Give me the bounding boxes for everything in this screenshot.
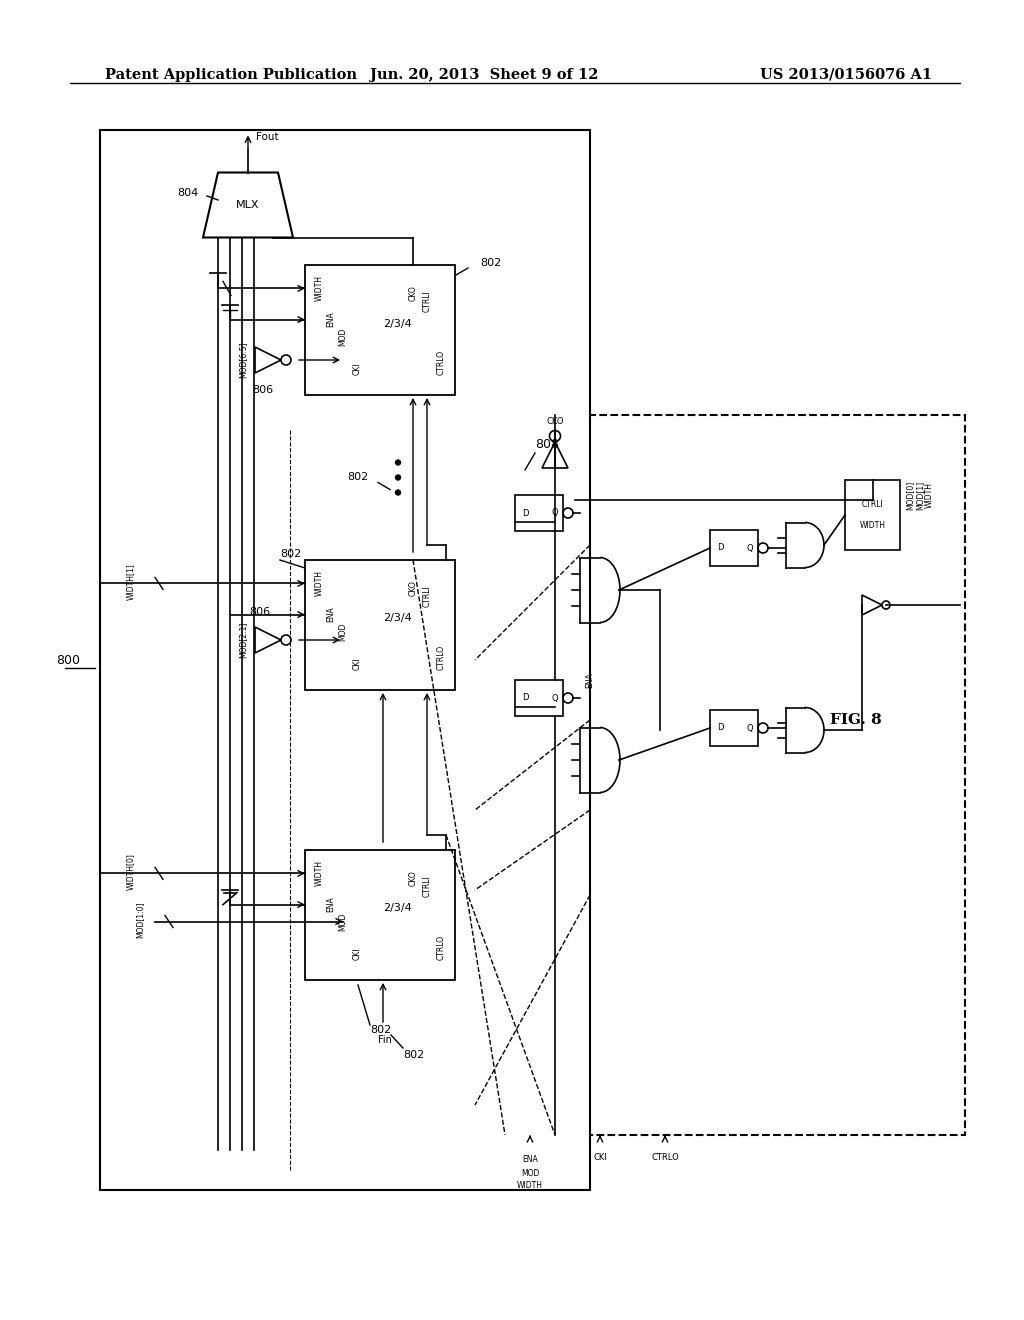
Text: 808: 808 xyxy=(535,438,559,451)
Text: D: D xyxy=(717,723,724,733)
Text: ENA: ENA xyxy=(327,312,336,327)
Text: 2/3/4: 2/3/4 xyxy=(384,318,413,329)
Text: MLX: MLX xyxy=(237,201,260,210)
Text: Jun. 20, 2013  Sheet 9 of 12: Jun. 20, 2013 Sheet 9 of 12 xyxy=(370,69,598,82)
Polygon shape xyxy=(203,173,293,238)
Text: CTRLO: CTRLO xyxy=(436,350,445,375)
Text: MOD[2:1]: MOD[2:1] xyxy=(239,622,248,659)
Text: CKO: CKO xyxy=(409,285,418,301)
Text: Q: Q xyxy=(746,544,753,553)
Text: 802: 802 xyxy=(370,1026,391,1035)
Bar xyxy=(305,560,455,690)
Text: MOD[1:0]: MOD[1:0] xyxy=(135,902,144,937)
Text: Fin: Fin xyxy=(378,1035,392,1045)
Circle shape xyxy=(395,459,400,465)
Text: Q: Q xyxy=(746,723,753,733)
Circle shape xyxy=(395,490,400,495)
Text: CTRLI: CTRLI xyxy=(423,875,431,898)
Text: WIDTH: WIDTH xyxy=(314,570,324,597)
Text: MOD: MOD xyxy=(521,1168,540,1177)
Text: 802: 802 xyxy=(403,1049,424,1060)
Text: D: D xyxy=(522,508,528,517)
Text: CTRLI: CTRLI xyxy=(423,290,431,313)
Bar xyxy=(515,495,563,531)
Text: 802: 802 xyxy=(347,473,368,483)
Text: WIDTH: WIDTH xyxy=(314,276,324,301)
Text: Q: Q xyxy=(551,508,558,517)
Text: 804: 804 xyxy=(177,187,198,198)
Text: US 2013/0156076 A1: US 2013/0156076 A1 xyxy=(760,69,932,82)
Text: CTRLO: CTRLO xyxy=(651,1152,679,1162)
Polygon shape xyxy=(862,595,882,615)
Text: CKI: CKI xyxy=(352,657,361,671)
Bar xyxy=(710,710,758,746)
Text: Patent Application Publication: Patent Application Publication xyxy=(105,69,357,82)
Text: MOD: MOD xyxy=(339,912,347,931)
Text: CKO: CKO xyxy=(546,417,564,426)
Text: MOD[0]: MOD[0] xyxy=(905,480,914,510)
Polygon shape xyxy=(255,347,281,374)
Text: Q: Q xyxy=(551,693,558,702)
Bar xyxy=(475,414,965,1135)
Text: 802: 802 xyxy=(480,257,502,268)
Text: WIDTH: WIDTH xyxy=(314,861,324,887)
Text: MOD: MOD xyxy=(339,622,347,640)
Text: 802: 802 xyxy=(280,549,301,558)
Text: WIDTH: WIDTH xyxy=(517,1180,543,1189)
Text: ENA: ENA xyxy=(586,672,595,688)
Text: 2/3/4: 2/3/4 xyxy=(384,903,413,913)
Text: CKI: CKI xyxy=(352,948,361,960)
Text: 2/3/4: 2/3/4 xyxy=(384,614,413,623)
Text: CKO: CKO xyxy=(409,871,418,887)
Polygon shape xyxy=(542,442,568,469)
Text: CTRLO: CTRLO xyxy=(436,645,445,671)
Bar xyxy=(710,531,758,566)
Text: FIG. 8: FIG. 8 xyxy=(830,713,882,727)
Text: CKI: CKI xyxy=(352,363,361,375)
Text: WIDTH: WIDTH xyxy=(925,482,934,508)
Text: CTRLO: CTRLO xyxy=(436,935,445,960)
Text: ENA: ENA xyxy=(327,607,336,623)
Text: Fout: Fout xyxy=(256,132,279,143)
Text: ENA: ENA xyxy=(522,1155,538,1164)
Text: CKO: CKO xyxy=(409,581,418,597)
Polygon shape xyxy=(255,627,281,653)
Bar xyxy=(100,129,590,1191)
Bar xyxy=(305,850,455,979)
Text: WIDTH[0]: WIDTH[0] xyxy=(126,853,134,890)
Bar xyxy=(515,680,563,715)
Text: MOD[1]: MOD[1] xyxy=(915,480,924,510)
Text: WIDTH: WIDTH xyxy=(859,521,886,531)
Text: D: D xyxy=(522,693,528,702)
Bar xyxy=(845,480,900,550)
Bar xyxy=(305,265,455,395)
Text: 800: 800 xyxy=(56,653,80,667)
Text: 806: 806 xyxy=(253,385,273,395)
Text: ENA: ENA xyxy=(327,896,336,912)
Text: MOD: MOD xyxy=(339,327,347,346)
Text: WIDTH[1]: WIDTH[1] xyxy=(126,564,134,599)
Text: CTRLI: CTRLI xyxy=(861,500,884,510)
Circle shape xyxy=(395,475,400,480)
Text: MOD[6:5]: MOD[6:5] xyxy=(239,342,248,379)
Text: CKI: CKI xyxy=(593,1152,607,1162)
Text: D: D xyxy=(717,544,724,553)
Text: 806: 806 xyxy=(250,607,270,616)
Text: CTRLI: CTRLI xyxy=(423,586,431,607)
